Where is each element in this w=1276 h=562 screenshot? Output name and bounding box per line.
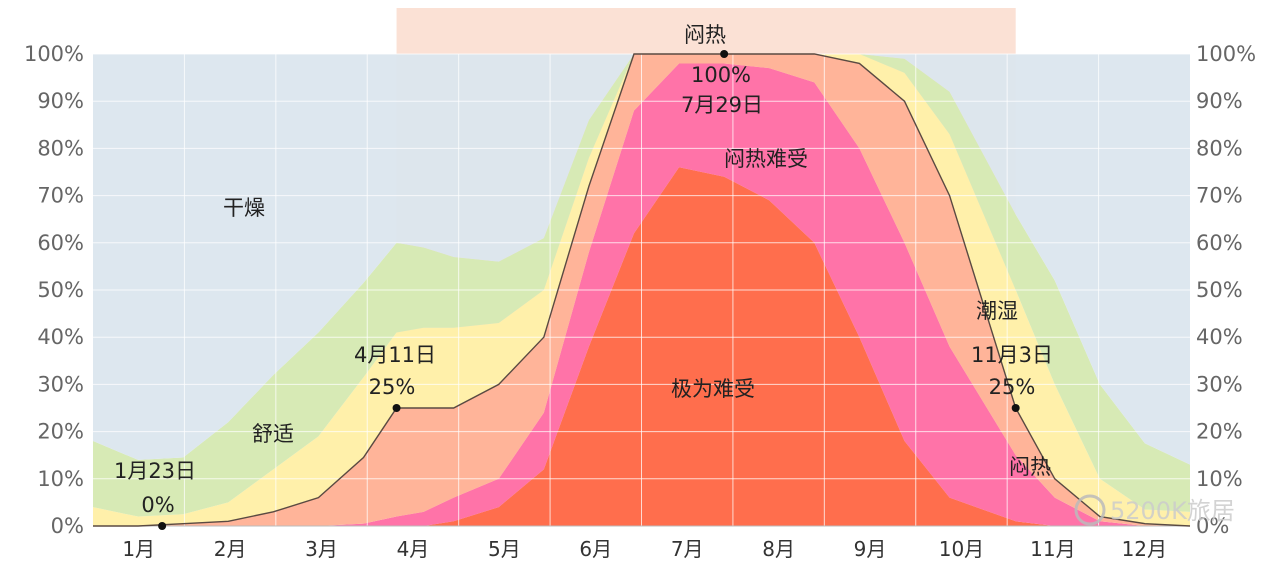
x-tick-label: 6月: [579, 537, 612, 561]
x-tick-label: 9月: [854, 537, 887, 561]
marker-jan23: [158, 522, 167, 530]
y-tick-label-right: 30%: [1196, 372, 1243, 396]
y-tick-label-right: 40%: [1196, 325, 1243, 349]
region-label-comfortable: 舒适: [252, 422, 294, 446]
x-tick-label: 4月: [397, 537, 430, 561]
x-tick-label: 12月: [1122, 537, 1167, 561]
annotation-jan23-value: 0%: [141, 493, 174, 517]
x-tick-label: 8月: [762, 537, 795, 561]
annotation-jan23-date: 1月23日: [114, 459, 196, 483]
x-tick-label: 10月: [939, 537, 984, 561]
marker-jul29: [720, 50, 729, 58]
x-tick-label: 7月: [671, 537, 704, 561]
annotation-apr11-value: 25%: [369, 375, 416, 399]
y-tick-label-left: 60%: [37, 231, 84, 255]
y-tick-label-left: 70%: [37, 184, 84, 208]
region-label-humid: 潮湿: [976, 299, 1018, 323]
y-tick-label-left: 0%: [51, 514, 84, 538]
area-5: [93, 54, 1190, 517]
x-tick-label: 3月: [305, 537, 338, 561]
x-axis-months: 1月 2月 3月 4月 5月 6月 7月 8月 9月 10月 11月 12月: [122, 537, 1167, 561]
y-tick-label-right: 80%: [1196, 136, 1243, 160]
band-label: 闷热: [684, 23, 726, 47]
y-tick-label-right: 100%: [1196, 42, 1256, 66]
annotation-apr11-date: 4月11日: [354, 343, 436, 367]
watermark-text: 5200K旅居: [1110, 497, 1235, 525]
marker-apr11: [392, 404, 401, 412]
y-tick-label-left: 100%: [24, 42, 84, 66]
x-tick-label: 11月: [1030, 537, 1075, 561]
y-axis-left: 0% 10% 20% 30% 40% 50% 60% 70% 80% 90% 100%: [24, 42, 84, 538]
region-label-dry: 干燥: [223, 196, 265, 220]
annotation-jul29-date: 7月29日: [681, 93, 763, 117]
annotation-nov3-value: 25%: [989, 375, 1036, 399]
wechat-icon: [1074, 494, 1106, 526]
y-tick-label-right: 0%: [1196, 514, 1229, 538]
marker-nov3: [1011, 404, 1020, 412]
x-tick-label: 5月: [488, 537, 521, 561]
y-tick-label-left: 90%: [37, 89, 84, 113]
y-tick-label-right: 90%: [1196, 89, 1243, 113]
region-label-oppressive: 闷热难受: [724, 147, 808, 171]
y-tick-label-right: 10%: [1196, 467, 1243, 491]
y-tick-label-right: 20%: [1196, 420, 1243, 444]
muggy-threshold-line: [93, 53, 1191, 527]
y-tick-label-left: 40%: [37, 325, 84, 349]
y-tick-label-left: 30%: [37, 372, 84, 396]
region-label-miserable: 极为难受: [671, 377, 755, 401]
y-axis-right: 0% 10% 20% 30% 40% 50% 60% 70% 80% 90% 100%: [1196, 42, 1256, 538]
y-tick-label-left: 50%: [37, 278, 84, 302]
y-tick-label-left: 80%: [37, 136, 84, 160]
y-tick-label-right: 60%: [1196, 231, 1243, 255]
watermark: 5200K旅居: [1074, 494, 1235, 526]
region-label-muggy: 闷热: [1009, 455, 1051, 479]
y-tick-label-right: 50%: [1196, 278, 1243, 302]
y-tick-label-left: 10%: [37, 467, 84, 491]
y-tick-label-right: 70%: [1196, 184, 1243, 208]
annotation-nov3-date: 11月3日: [971, 343, 1053, 367]
x-tick-label: 1月: [122, 537, 155, 561]
annotation-jul29-value: 100%: [691, 63, 751, 87]
x-tick-label: 2月: [214, 537, 247, 561]
y-tick-label-left: 20%: [37, 420, 84, 444]
